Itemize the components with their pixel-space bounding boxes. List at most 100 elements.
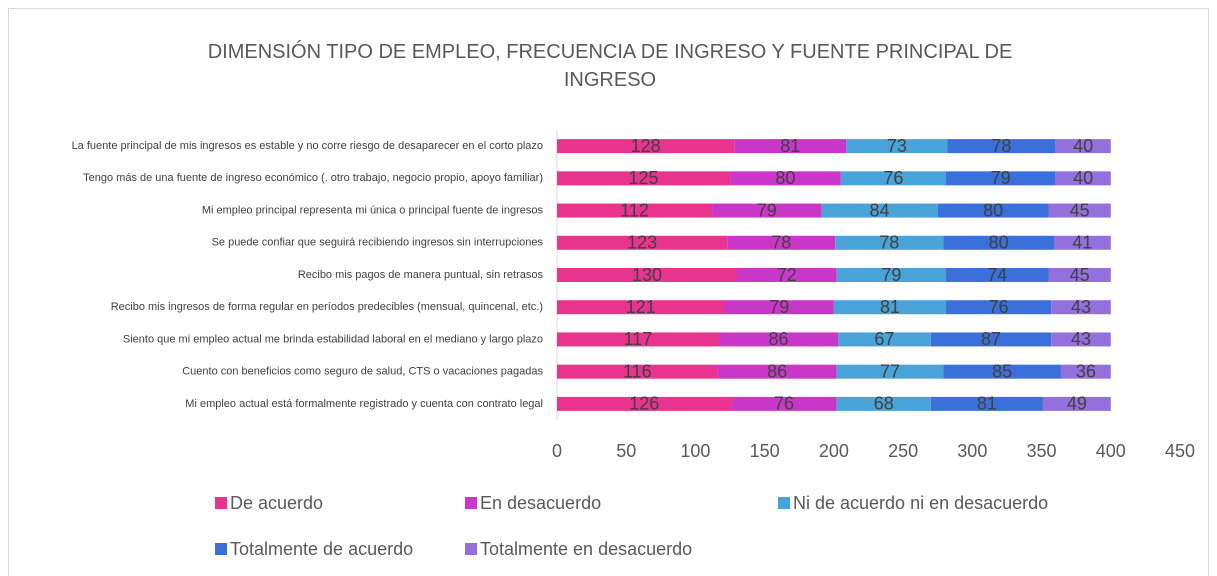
bar-segment [1055, 139, 1111, 154]
value-label: 130 [632, 265, 662, 285]
value-label: 43 [1071, 329, 1091, 349]
value-label: 40 [1073, 136, 1093, 156]
bar-segment [712, 203, 822, 218]
bar-segment [946, 300, 1052, 315]
chart-title: DIMENSIÓN TIPO DE EMPLEO, FRECUENCIA DE … [207, 41, 1013, 91]
category-label: Mi empleo actual está formalmente regist… [185, 398, 543, 410]
bar-segment [836, 396, 931, 411]
value-label: 74 [987, 265, 1007, 285]
legend-swatch [778, 497, 790, 509]
bar-segment [943, 364, 1061, 379]
value-label: 79 [991, 168, 1011, 188]
value-label: 121 [626, 297, 656, 317]
value-label: 116 [623, 361, 652, 381]
value-label: 81 [880, 297, 900, 317]
value-label: 78 [991, 136, 1011, 156]
chart-border [8, 8, 1209, 576]
category-label: Mi empleo principal representa mi única … [202, 204, 544, 216]
value-label: 117 [624, 329, 653, 349]
value-label: 80 [989, 233, 1009, 253]
value-label: 76 [774, 394, 794, 414]
bar-segment [557, 364, 718, 379]
value-label: 128 [631, 136, 661, 156]
bar-segment [835, 235, 944, 250]
bar-segment [930, 332, 1052, 347]
legend-label: En desacuerdo [480, 493, 601, 513]
value-label: 81 [977, 394, 997, 414]
value-label: 86 [767, 361, 787, 381]
legend-label: Ni de acuerdo ni en desacuerdo [793, 493, 1048, 513]
value-label: 80 [983, 200, 1003, 220]
value-label: 43 [1071, 297, 1091, 317]
bar-segment [836, 364, 944, 379]
bar-segment [943, 235, 1055, 250]
bar-segment [821, 203, 938, 218]
category-label: Recibo mis pagos de manera puntual, sin … [298, 269, 544, 281]
bar-segment [734, 139, 847, 154]
value-label: 76 [989, 297, 1009, 317]
value-label: 76 [883, 168, 903, 188]
value-label: 45 [1070, 200, 1090, 220]
x-tick-label: 400 [1096, 441, 1126, 461]
value-label: 68 [874, 394, 894, 414]
bar-segment [1060, 364, 1111, 379]
value-label: 77 [880, 361, 900, 381]
bar-segment [557, 235, 728, 250]
category-label: Cuento con beneficios como seguro de sal… [182, 366, 543, 378]
legend-swatch [215, 543, 227, 555]
category-label: La fuente principal de mis ingresos es e… [72, 140, 543, 152]
bar-segment [557, 139, 735, 154]
value-label: 79 [881, 265, 901, 285]
bar-segment [946, 268, 1049, 282]
bar-segment [1048, 203, 1111, 218]
value-label: 73 [887, 136, 907, 156]
legend-swatch [465, 543, 477, 555]
value-label: 40 [1073, 168, 1093, 188]
bar-segment [557, 300, 725, 315]
legend-label: Totalmente en desacuerdo [480, 539, 692, 559]
category-label: Se puede confiar que seguirá recibiendo … [212, 237, 544, 249]
value-label: 49 [1067, 394, 1087, 414]
x-tick-label: 100 [680, 441, 710, 461]
bar-segment [557, 171, 731, 186]
x-tick-label: 200 [819, 441, 849, 461]
bar-segment [557, 268, 737, 282]
value-label: 84 [870, 200, 890, 220]
bar-segment [937, 203, 1049, 218]
value-label: 78 [771, 233, 791, 253]
bar-segment [840, 171, 947, 186]
value-label: 123 [627, 233, 657, 253]
bar-segment [1051, 332, 1111, 347]
category-label: Siento que mi empleo actual me brinda es… [123, 333, 543, 345]
value-label: 36 [1076, 361, 1096, 381]
value-label: 41 [1072, 233, 1092, 253]
x-tick-label: 50 [616, 441, 636, 461]
bar-segment [836, 268, 947, 282]
legend-label: Totalmente de acuerdo [230, 539, 413, 559]
value-label: 72 [777, 265, 797, 285]
value-label: 112 [620, 200, 649, 220]
x-tick-label: 150 [750, 441, 780, 461]
value-label: 85 [992, 361, 1012, 381]
value-label: 80 [775, 168, 795, 188]
bar-segment [727, 235, 836, 250]
value-label: 78 [879, 233, 899, 253]
value-label: 125 [629, 168, 659, 188]
legend-swatch [215, 497, 227, 509]
bar-segment [1054, 235, 1111, 250]
value-label: 79 [769, 297, 789, 317]
value-label: 87 [981, 329, 1001, 349]
x-tick-label: 350 [1027, 441, 1057, 461]
x-tick-label: 0 [552, 441, 562, 461]
legend-swatch [465, 497, 477, 509]
bar-segment [1048, 268, 1111, 282]
bar-segment [730, 171, 841, 186]
bar-segment [731, 396, 837, 411]
x-tick-label: 300 [957, 441, 987, 461]
category-label: Recibo mis ingresos de forma regular en … [111, 301, 543, 313]
x-tick-label: 450 [1165, 441, 1195, 461]
bar-segment [833, 300, 947, 315]
bar-segment [947, 139, 1056, 154]
